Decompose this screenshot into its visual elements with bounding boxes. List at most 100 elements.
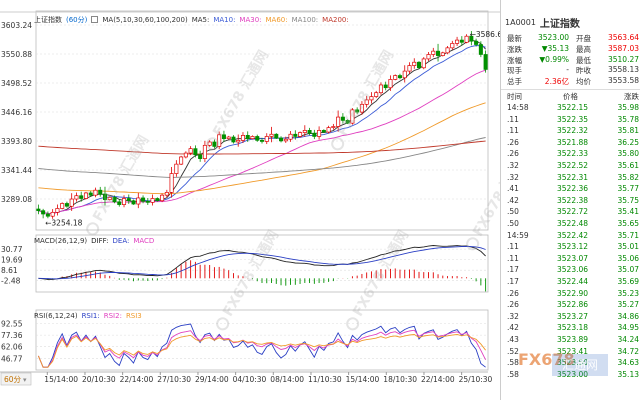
candle-body [469,35,474,42]
x-axis-label: 11/10:30 [308,375,342,384]
tick-price: 3523.50 [557,358,589,368]
quote-row: 涨跌 ▼35.13 最高 3587.03 [501,44,640,54]
tick-change: 35.41 [617,207,639,217]
candle-body [402,70,407,79]
candle-body [350,109,355,124]
candle-body [98,189,103,195]
rsi-items: RSI1: RSI2: RSI3 [82,312,146,320]
candle-body [326,127,331,133]
tick-change: 36.25 [617,137,639,147]
tick-price: 3522.35 [557,114,589,124]
main-legend: 上证指数 (60分) MA(5,10,30,60,100,200) MA5: MA… [34,14,357,25]
candle-body [293,133,298,137]
tick-row: .26 3522.90 35.23 [501,288,640,299]
panel-frame [35,309,489,371]
ma-line [38,45,486,215]
candle-body [364,99,369,105]
quote-label: 最低 [576,55,591,65]
tick-change: 34.95 [617,323,639,333]
price-axis-label: 3498.52 [1,79,32,88]
ma-checkbox[interactable] [91,16,99,23]
chart-canvas[interactable]: 3603.24 3550.88 3498.52 3446.16 3393.80 3341.… [0,0,500,400]
ma-line [38,137,486,178]
candle-body [416,61,422,69]
tick-row: .26 3521.88 36.25 [501,137,640,148]
tick-price: 3522.44 [557,277,589,286]
tick-row: 14:58 3522.15 35.98 [501,102,640,113]
tick-change: 35.77 [617,184,639,194]
candle-body [264,136,269,142]
candle-body [160,194,165,202]
tick-change: 35.01 [617,242,639,252]
quote-value: 3587.03 [607,43,639,53]
tick-price: 3522.72 [557,207,589,217]
candle-body [60,203,65,209]
rsi-line [37,329,487,368]
candle-body [202,144,207,159]
candle-body [231,136,236,143]
legend-item: RSI2: [103,311,122,320]
tick-change: 35.07 [617,265,639,275]
price-axis-label: 3446.16 [1,108,32,117]
macd-legend: MACD(26,12,9) DIFF: DEA: MACD [34,235,162,246]
candle-body [79,195,84,199]
panel-frame [35,10,489,231]
dea-line [38,246,486,280]
tick-time: .26 [507,288,519,298]
price-axis-label: 3603.24 [1,21,32,30]
tick-time: .58 [507,369,519,379]
candle-body [198,154,203,159]
tick-change: 35.78 [617,114,639,124]
candle-body [164,192,169,196]
candle-body [74,195,79,200]
candle-body [83,192,88,199]
candle-body [36,208,41,212]
tick-time: .26 [507,300,519,310]
tick-time: .41 [507,184,519,194]
x-axis-label: 15/14:00 [346,375,380,384]
tick-row: .11 3522.32 35.81 [501,125,640,136]
candle-body [355,109,360,113]
candle-body [336,116,341,127]
candle-body [50,211,55,217]
tick-time: .58 [507,358,519,368]
tick-time: .52 [507,346,519,356]
x-axis-label: 20/10:30 [82,375,116,384]
tick-price: 3523.06 [557,265,589,275]
candle-body [107,197,112,200]
tick-row: .32 3523.27 34.86 [501,311,640,322]
quote-row: 现手 - 昨收 3558.13 [501,65,640,75]
candle-body [179,156,184,165]
tick-price: 3522.48 [557,219,589,228]
candle-body [407,65,412,72]
quote-row: 总手 2.36亿 均价 3553.58 [501,76,640,86]
index-name: 上证指数 [34,15,62,24]
x-axis-label: 22/14:00 [421,375,455,384]
tick-row: .43 3523.89 34.24 [501,334,640,345]
ma-line [38,140,486,155]
timeframe-button[interactable]: 60分 ▾ [0,372,32,386]
x-axis-label: 08/14:00 [270,375,304,384]
tick-price: 3523.12 [557,242,589,252]
tick-change: 35.75 [617,195,639,205]
tick-price: 3522.36 [557,184,589,194]
candle-body [88,192,93,196]
quote-label: 总手 [507,77,522,87]
tick-time: .11 [507,253,519,263]
candle-body [459,39,464,43]
candle-body [55,208,60,213]
price-axis-label: 3341.44 [1,166,32,175]
candle-body [279,137,284,142]
tick-row: .42 3522.38 35.75 [501,195,640,206]
rsi-axis-label: 92.55 [1,320,23,329]
legend-item: DIFF: [91,236,109,245]
candle-body [117,201,122,205]
candle-body [102,193,108,200]
tick-row: 14:59 3522.42 35.71 [501,230,640,241]
legend-item: MA60: [265,15,288,24]
chart-area[interactable]: 3603.24 3550.88 3498.52 3446.16 3393.80 3341.… [0,0,532,400]
candle-body [359,103,364,113]
x-axis-label: 04/10:30 [233,375,267,384]
candle-body [445,47,450,54]
tick-change: 35.80 [617,149,639,159]
